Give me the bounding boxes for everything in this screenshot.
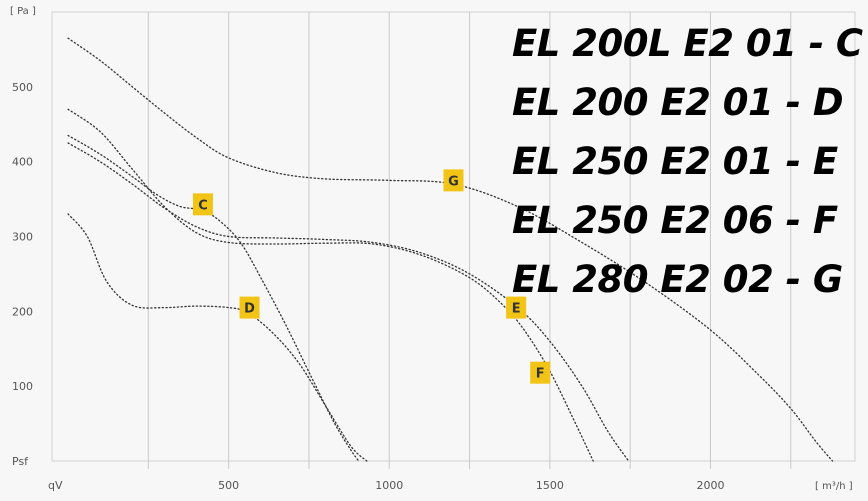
x-axis-unit: [ m³/h ] <box>815 481 853 492</box>
x-axis-label: qV <box>48 479 63 492</box>
curve-e <box>67 108 594 462</box>
marker-f <box>530 361 551 384</box>
marker-label-e: E <box>512 302 521 317</box>
legend-entry-e: EL 250 E2 01 - E <box>512 140 838 183</box>
marker-e <box>506 296 527 319</box>
curve-f <box>67 142 630 462</box>
curve-c <box>67 134 360 462</box>
marker-label-f: F <box>536 367 545 382</box>
marker-label-g: G <box>448 174 459 189</box>
y-tick-label: 500 <box>12 81 33 94</box>
y-tick-label: 200 <box>12 305 33 318</box>
plot-frame <box>51 11 856 462</box>
x-tick-label: 500 <box>218 479 239 492</box>
y-tick-label: 400 <box>12 156 33 169</box>
marker-g <box>443 169 464 192</box>
x-tick-label: 2000 <box>696 479 724 492</box>
curve-g <box>67 37 834 462</box>
x-tick-label: 1000 <box>375 479 403 492</box>
y-axis-unit: [ Pa ] <box>10 6 36 17</box>
legend-entry-c: EL 200L E2 01 - C <box>512 22 863 65</box>
y-tick-label: 300 <box>12 231 33 244</box>
legend-entry-f: EL 250 E2 06 - F <box>512 199 838 242</box>
legend-entry-g: EL 280 E2 02 - G <box>512 258 843 301</box>
x-tick-label: 1500 <box>536 479 564 492</box>
marker-label-d: D <box>244 302 255 317</box>
marker-d <box>239 296 260 319</box>
legend-entry-d: EL 200 E2 01 - D <box>512 81 844 124</box>
y-axis-label: Psf <box>12 455 29 468</box>
curve-d <box>67 213 368 462</box>
marker-label-c: C <box>198 198 208 213</box>
marker-c <box>192 193 213 216</box>
model-legend: EL 200L E2 01 - C EL 200 E2 01 - D EL 25… <box>512 14 863 309</box>
y-tick-label: 100 <box>12 380 33 393</box>
